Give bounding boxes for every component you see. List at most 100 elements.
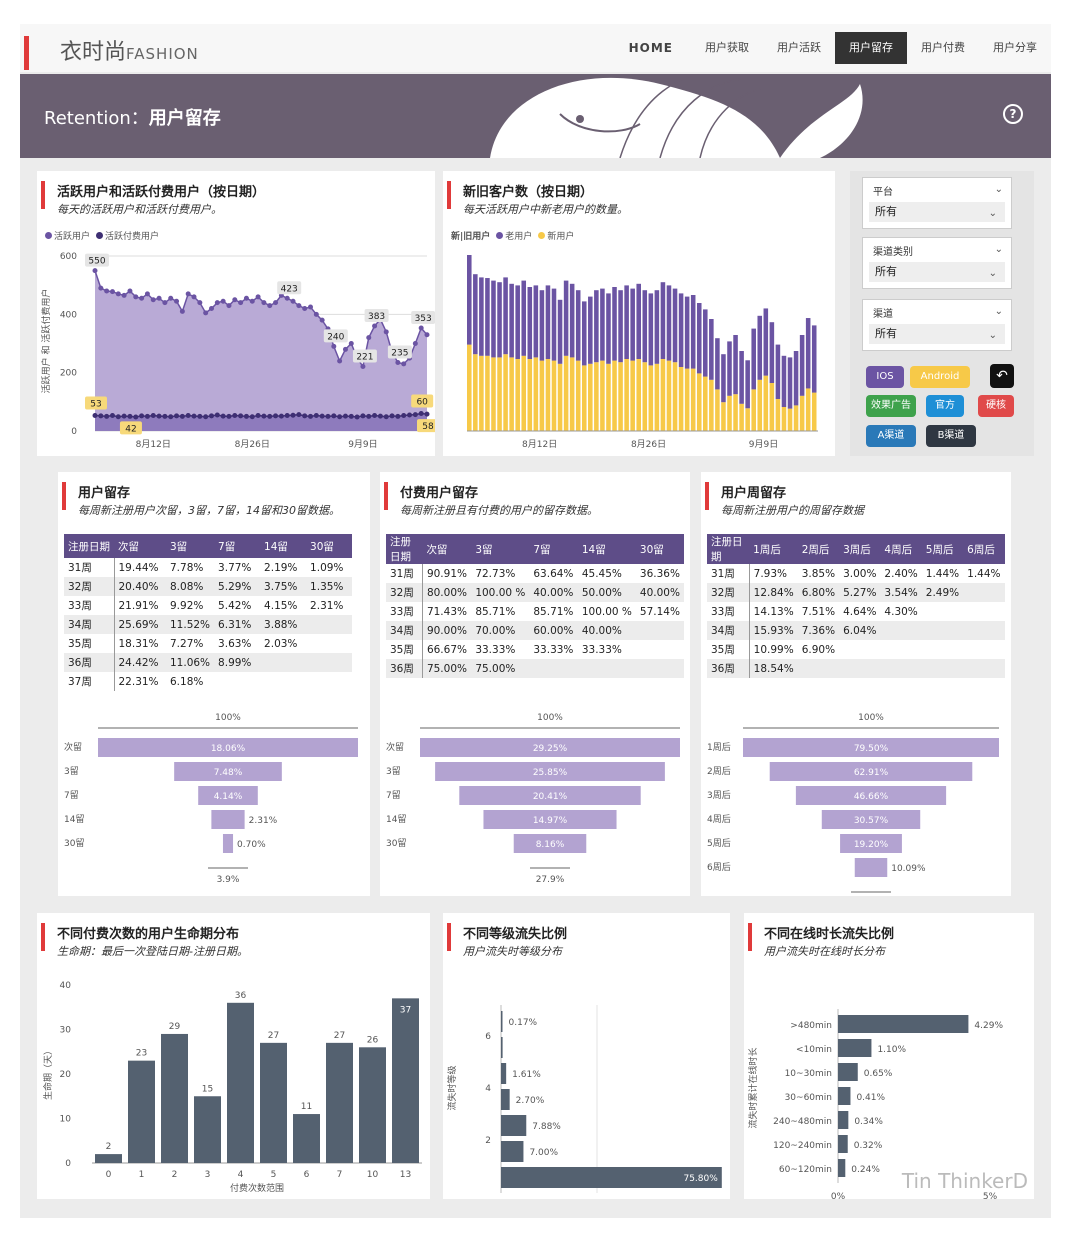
column-header[interactable]: 6周后 (963, 534, 1005, 564)
table-row[interactable]: 31周 7.93% 3.85% 3.00% 2.40% 1.44% 1.44% (707, 564, 1005, 583)
column-header[interactable]: 30留 (306, 534, 353, 558)
platform-select[interactable]: 所有 ⌄ (869, 202, 1005, 222)
nav-payment[interactable]: 用户付费 (921, 41, 965, 54)
data-label: 2.70% (516, 1096, 545, 1106)
legend-item-active[interactable]: 活跃用户 (45, 229, 90, 242)
table-row[interactable]: 36周 75.00% 75.00% (386, 659, 684, 678)
active-point (127, 288, 133, 294)
column-header[interactable]: 3留 (471, 534, 530, 564)
table-row[interactable]: 31周 19.44% 7.78% 3.77% 2.19% 1.09% (64, 558, 352, 577)
funnel-value-label: 14.97% (533, 816, 568, 826)
column-header[interactable]: 1周后 (749, 534, 798, 564)
legend-item-paid[interactable]: 活跃付费用户 (96, 229, 159, 242)
y-tick-label: 0 (65, 1159, 71, 1169)
platform-filter[interactable]: 平台 ⌄ 所有 ⌄ (862, 177, 1012, 229)
paid-retention-table[interactable]: 注册日期 次留 3留 7留 14留 30留 31周 90.91% 72.73% 63.64% 45.… (386, 534, 684, 706)
column-header[interactable]: 2周后 (797, 534, 840, 564)
new-users-bar (569, 357, 575, 431)
column-header[interactable]: 14留 (577, 534, 636, 564)
column-header[interactable]: 注册日期 (707, 534, 750, 564)
channel-filter[interactable]: 渠道 ⌄ 所有 ⌄ (862, 299, 1012, 351)
active-point (185, 291, 191, 297)
bar (838, 1087, 851, 1105)
help-icon[interactable]: ? (1003, 104, 1023, 124)
table-row[interactable]: 35周 66.67% 33.33% 33.33% 33.33% (386, 640, 684, 659)
ads-button[interactable]: 效果广告 (866, 395, 916, 417)
table-row[interactable]: 32周 80.00% 100.00 % 40.00% 50.00% 40.00% (386, 583, 684, 602)
chevron-down-icon: ⌄ (994, 184, 1003, 195)
column-header[interactable]: 4周后 (880, 534, 922, 564)
active-point (267, 303, 273, 309)
table-row[interactable]: 37周 22.31% 6.18% (64, 672, 352, 691)
table-cell: 66.67% (426, 643, 467, 656)
table-cell (880, 640, 921, 659)
table-row[interactable]: 32周 12.84% 6.80% 5.27% 3.54% 2.49% (707, 583, 1005, 602)
old-users-bar (557, 299, 563, 364)
column-header[interactable]: 3留 (166, 534, 215, 558)
table-cell (963, 621, 1005, 640)
chevron-down-icon: ⌄ (994, 244, 1003, 255)
card-subtitle: 用户流失时在线时长分布 (764, 945, 885, 958)
table-cell: 2.40% (884, 567, 918, 580)
table-cell: 25.69% (114, 615, 166, 634)
data-label: 0.17% (509, 1018, 538, 1028)
column-header[interactable]: 7留 (529, 534, 578, 564)
funnel-value-label: 30.57% (854, 816, 889, 826)
channel-type-select[interactable]: 所有 ⌄ (869, 262, 1005, 282)
column-header[interactable]: 注册日期 (386, 534, 423, 564)
old-users-bar (811, 325, 817, 393)
logo[interactable]: 衣时尚FASHION (60, 34, 199, 66)
active-point (238, 300, 244, 306)
nav-acquisition[interactable]: 用户获取 (705, 41, 749, 54)
legend-item-new[interactable]: 新用户 (538, 229, 574, 242)
table-row[interactable]: 35周 10.99% 6.90% (707, 640, 1005, 659)
table-row[interactable]: 33周 71.43% 85.71% 85.71% 100.00 % 57.14% (386, 602, 684, 621)
x-axis-label: 付费次数范围 (230, 1182, 284, 1194)
ios-button[interactable]: IOS (866, 366, 904, 388)
table-cell: 20.40% (114, 577, 166, 596)
table-row[interactable]: 34周 25.69% 11.52% 6.31% 3.88% (64, 615, 353, 634)
column-header[interactable]: 7留 (214, 534, 261, 558)
column-header[interactable]: 次留 (114, 534, 166, 558)
channel-select[interactable]: 所有 ⌄ (869, 324, 1005, 344)
channel-b-button[interactable]: B渠道 (926, 425, 976, 447)
channel-type-filter[interactable]: 渠道类别 ⌄ 所有 ⌄ (862, 237, 1012, 289)
legend-item-old[interactable]: 老用户 (496, 229, 532, 242)
hardcore-button[interactable]: 硬核 (978, 395, 1014, 417)
column-header[interactable]: 14留 (260, 534, 307, 558)
table-row[interactable]: 35周 18.31% 7.27% 3.63% 2.03% (64, 634, 352, 653)
nav-home[interactable]: HOME (628, 41, 673, 55)
weekly-retention-table[interactable]: 注册日期 1周后 2周后 3周后 4周后 5周后 6周后 31周 7.93% 3.85% 3.00%… (707, 534, 1005, 706)
column-header[interactable]: 5周后 (921, 534, 964, 564)
new-users-bar (533, 357, 539, 431)
column-header[interactable]: 30留 (635, 534, 684, 564)
android-button[interactable]: Android (910, 366, 970, 388)
retention-table[interactable]: 注册日期 次留 3留 7留 14留 30留 31周 19.44% 7.78% 3.77% 2.19%… (64, 534, 360, 706)
data-label: 37 (400, 1005, 411, 1015)
nav-retention[interactable]: 用户留存 (835, 32, 907, 64)
column-header[interactable]: 3周后 (839, 534, 881, 564)
paid-point (412, 412, 418, 418)
data-label-bg (85, 253, 109, 267)
reset-icon[interactable]: ↶ (990, 364, 1014, 388)
channel-a-button[interactable]: A渠道 (866, 425, 916, 447)
funnel-row-label: 6周后 (707, 862, 731, 873)
official-button[interactable]: 官方 (926, 395, 964, 417)
new-users-bar (684, 368, 690, 431)
column-header[interactable]: 次留 (422, 534, 472, 564)
nav-sharing[interactable]: 用户分享 (993, 41, 1037, 54)
table-row[interactable]: 36周 18.54% (707, 659, 1005, 678)
paid-point (156, 413, 162, 419)
table-row[interactable]: 31周 90.91% 72.73% 63.64% 45.45% 36.36% (386, 564, 684, 583)
column-header[interactable]: 注册日期 (64, 534, 114, 558)
table-row[interactable]: 32周 20.40% 8.08% 5.29% 3.75% 1.35% (64, 577, 353, 596)
table-row[interactable]: 34周 90.00% 70.00% 60.00% 40.00% (386, 621, 684, 640)
table-row[interactable]: 33周 21.91% 9.92% 5.42% 4.15% 2.31% (64, 596, 352, 615)
nav-activity[interactable]: 用户活跃 (777, 41, 821, 54)
table-cell: 32周 (64, 577, 115, 596)
table-row[interactable]: 34周 15.93% 7.36% 6.04% (707, 621, 1005, 640)
table-row[interactable]: 33周 14.13% 7.51% 4.64% 4.30% (707, 602, 1005, 621)
retention-funnel: 100% 次留 18.06% 3留 7.48% 7留 4.14% 14留 2.31% 30留 0.7… (64, 713, 358, 885)
table-row[interactable]: 36周 24.42% 11.06% 8.99% (64, 653, 353, 672)
old-users-bar (733, 335, 738, 395)
